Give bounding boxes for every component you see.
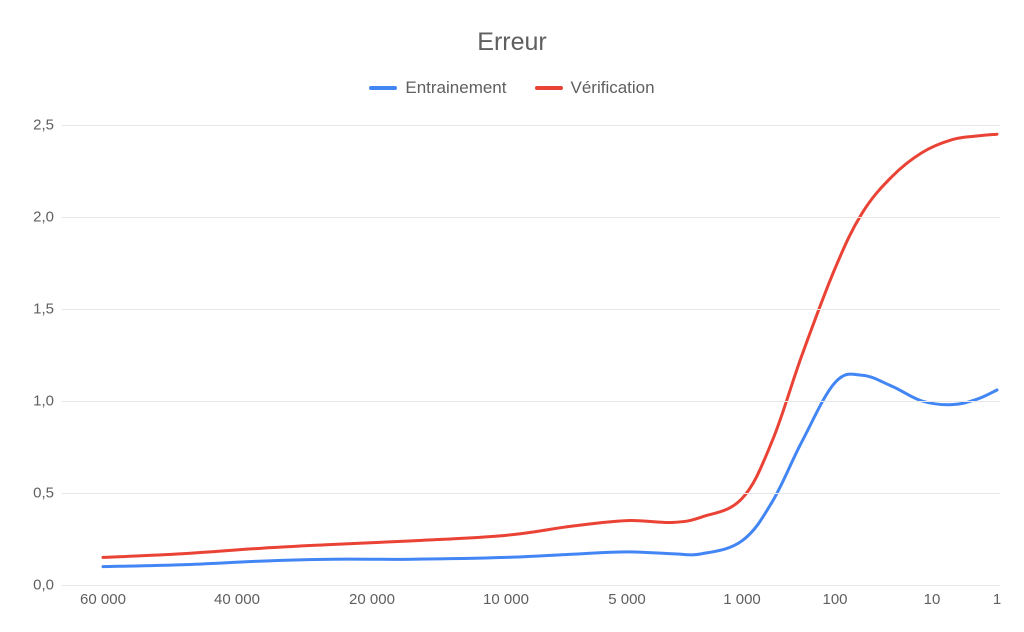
chart-title: Erreur	[0, 28, 1024, 57]
x-tick-label: 40 000	[214, 591, 260, 608]
gridline	[62, 217, 1000, 218]
legend-label-verification: Vérification	[571, 78, 655, 98]
legend-swatch-entrainement	[369, 86, 397, 90]
x-tick-label: 1	[993, 591, 1001, 608]
y-tick-label: 2,5	[33, 117, 54, 134]
x-tick-label: 10	[924, 591, 941, 608]
gridline	[62, 125, 1000, 126]
error-chart: Erreur Entrainement Vérification 0,00,51…	[0, 0, 1024, 632]
gridline	[62, 493, 1000, 494]
gridline	[62, 309, 1000, 310]
x-tick-label: 1 000	[723, 591, 761, 608]
x-tick-label: 100	[822, 591, 847, 608]
gridline	[62, 401, 1000, 402]
legend-item-entrainement: Entrainement	[369, 78, 506, 98]
legend-item-verification: Vérification	[535, 78, 655, 98]
plot-area: 0,00,51,01,52,02,560 00040 00020 00010 0…	[62, 125, 1000, 585]
x-tick-label: 5 000	[608, 591, 646, 608]
line-entrainement	[103, 374, 997, 566]
x-tick-label: 60 000	[80, 591, 126, 608]
y-tick-label: 2,0	[33, 209, 54, 226]
gridline	[62, 585, 1000, 586]
y-tick-label: 1,5	[33, 301, 54, 318]
y-tick-label: 1,0	[33, 393, 54, 410]
y-tick-label: 0,0	[33, 577, 54, 594]
chart-legend: Entrainement Vérification	[0, 78, 1024, 98]
x-tick-label: 10 000	[483, 591, 529, 608]
legend-label-entrainement: Entrainement	[405, 78, 506, 98]
x-tick-label: 20 000	[349, 591, 395, 608]
y-tick-label: 0,5	[33, 485, 54, 502]
chart-lines	[62, 125, 1000, 585]
legend-swatch-verification	[535, 86, 563, 90]
